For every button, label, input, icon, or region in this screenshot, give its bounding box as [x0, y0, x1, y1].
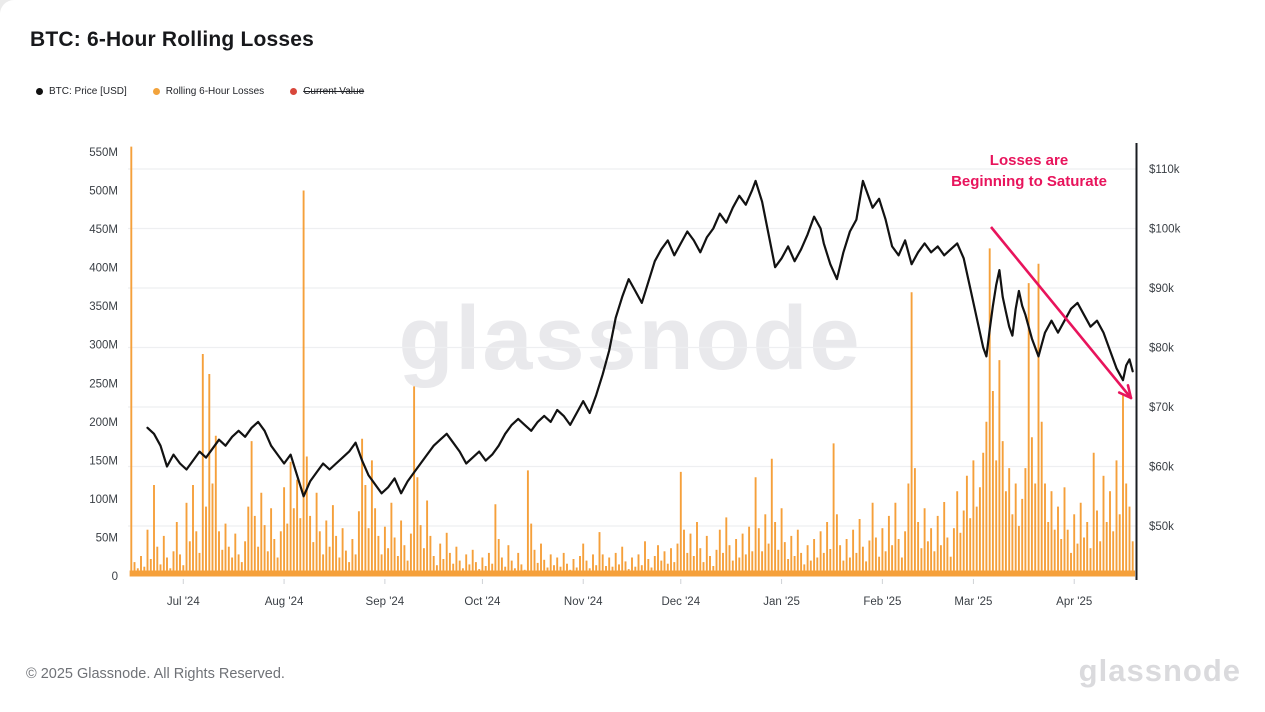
right-axis-tick-label: $90k: [1149, 283, 1174, 295]
current-value-dot-icon: [290, 88, 298, 95]
price-series-dot-icon: [36, 88, 43, 95]
legend-item-btc-price[interactable]: BTC: Price [USD]: [36, 86, 127, 97]
annotation-arrowhead: [1126, 384, 1133, 400]
legend-item-rolling-losses[interactable]: Rolling 6-Hour Losses: [152, 86, 265, 97]
legend-item-current-value[interactable]: Current Value: [290, 86, 364, 97]
left-axis-tick-label: 500M: [89, 186, 118, 198]
x-axis-tick-label: Apr '25: [1056, 596, 1092, 608]
page-title: BTC: 6-Hour Rolling Losses: [30, 28, 315, 51]
left-axis-tick-label: 450M: [89, 224, 118, 236]
saturation-annotation: Losses are Beginning to Saturate: [928, 150, 1130, 192]
x-axis-tick-label: Jul '24: [167, 596, 200, 608]
window-corner-artifact: [0, 0, 42, 26]
chart-legend: BTC: Price [USD] Rolling 6-Hour Losses C…: [36, 86, 364, 97]
losses-series-dot-icon: [152, 88, 160, 95]
btc-price-line: [146, 179, 1134, 498]
left-axis-tick-label: 400M: [89, 263, 118, 275]
glassnode-logo: glassnode: [1078, 653, 1241, 688]
right-axis-tick-label: $50k: [1149, 521, 1174, 533]
left-axis-tick-label: 250M: [89, 378, 118, 390]
x-axis-tick-label: Oct '24: [464, 596, 501, 608]
right-axis-tick-label: $110k: [1149, 164, 1180, 176]
right-axis-tick-label: $70k: [1149, 402, 1174, 414]
x-axis-tick-label: Sep '24: [366, 596, 405, 608]
left-axis-tick-label: 0: [112, 571, 118, 583]
x-axis-tick-label: Dec '24: [661, 596, 700, 608]
copyright-text: © 2025 Glassnode. All Rights Reserved.: [26, 666, 285, 682]
annotation-arrowhead: [1117, 391, 1133, 400]
annotation-line1: Losses are: [989, 152, 1069, 169]
x-axis-tick-label: Nov '24: [564, 596, 603, 608]
glassnode-watermark: glassnode: [398, 289, 862, 389]
x-axis-tick-label: Jan '25: [763, 596, 800, 608]
left-axis-tick-label: 300M: [89, 340, 118, 352]
left-axis-tick-label: 150M: [89, 455, 118, 467]
left-axis-tick-label: 100M: [89, 494, 118, 506]
legend-label: BTC: Price [USD]: [49, 86, 127, 97]
left-axis-tick-label: 50M: [96, 532, 118, 544]
left-axis-tick-label: 200M: [89, 417, 118, 429]
right-axis-tick-label: $100k: [1149, 224, 1181, 236]
annotation-arrow: [989, 226, 1133, 399]
x-axis-tick-label: Mar '25: [954, 596, 992, 608]
annotation-line2: Beginning to Saturate: [951, 173, 1107, 190]
x-axis-tick-label: Feb '25: [863, 596, 901, 608]
left-axis-tick-label: 550M: [89, 147, 118, 159]
right-axis-tick-label: $60k: [1149, 462, 1174, 474]
losses-bars-series: [130, 146, 1134, 577]
legend-label: Rolling 6-Hour Losses: [165, 86, 265, 97]
x-axis-tick-label: Aug '24: [265, 596, 304, 608]
left-axis-tick-label: 350M: [89, 301, 118, 313]
right-axis-tick-label: $80k: [1149, 343, 1174, 355]
legend-label: Current Value: [303, 86, 365, 97]
